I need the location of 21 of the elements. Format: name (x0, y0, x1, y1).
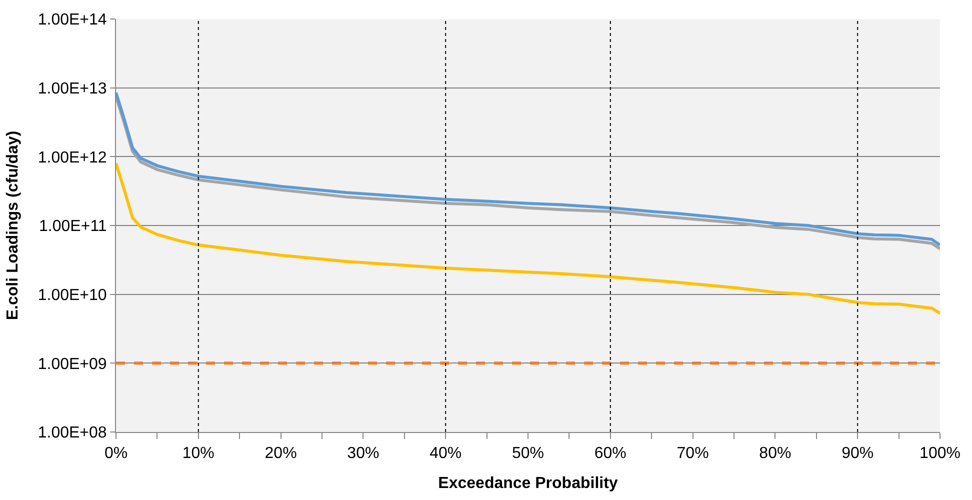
x-tick-label: 70% (676, 445, 709, 462)
line-series (116, 162, 940, 315)
x-tick-label: 40% (430, 445, 462, 462)
x-tick-label: 90% (842, 445, 874, 462)
x-tick-label: 100% (920, 445, 960, 462)
y-tick-label: 1.00E+14 (38, 12, 107, 29)
x-tick-label: 30% (347, 445, 380, 462)
x-tick-label: 80% (759, 445, 792, 462)
x-axis-title: Exceedance Probability (438, 474, 618, 492)
x-tick-label: 50% (512, 445, 544, 462)
x-tick-label: 0% (104, 445, 128, 462)
y-axis-title: E.coli Loadings (cfu/day) (4, 130, 22, 320)
y-tick-label: 1.00E+09 (38, 356, 107, 373)
y-tick-label: 1.00E+08 (38, 424, 107, 442)
y-tick-label: 1.00E+11 (39, 218, 107, 236)
x-tick-label: 20% (264, 445, 297, 462)
x-tick-label: 60% (594, 445, 626, 462)
y-tick-label: 1.00E+13 (38, 80, 107, 98)
x-tick-label: 10% (182, 445, 214, 462)
y-tick-label: 1.00E+10 (38, 286, 107, 304)
y-tick-label: 1.00E+12 (38, 149, 107, 166)
